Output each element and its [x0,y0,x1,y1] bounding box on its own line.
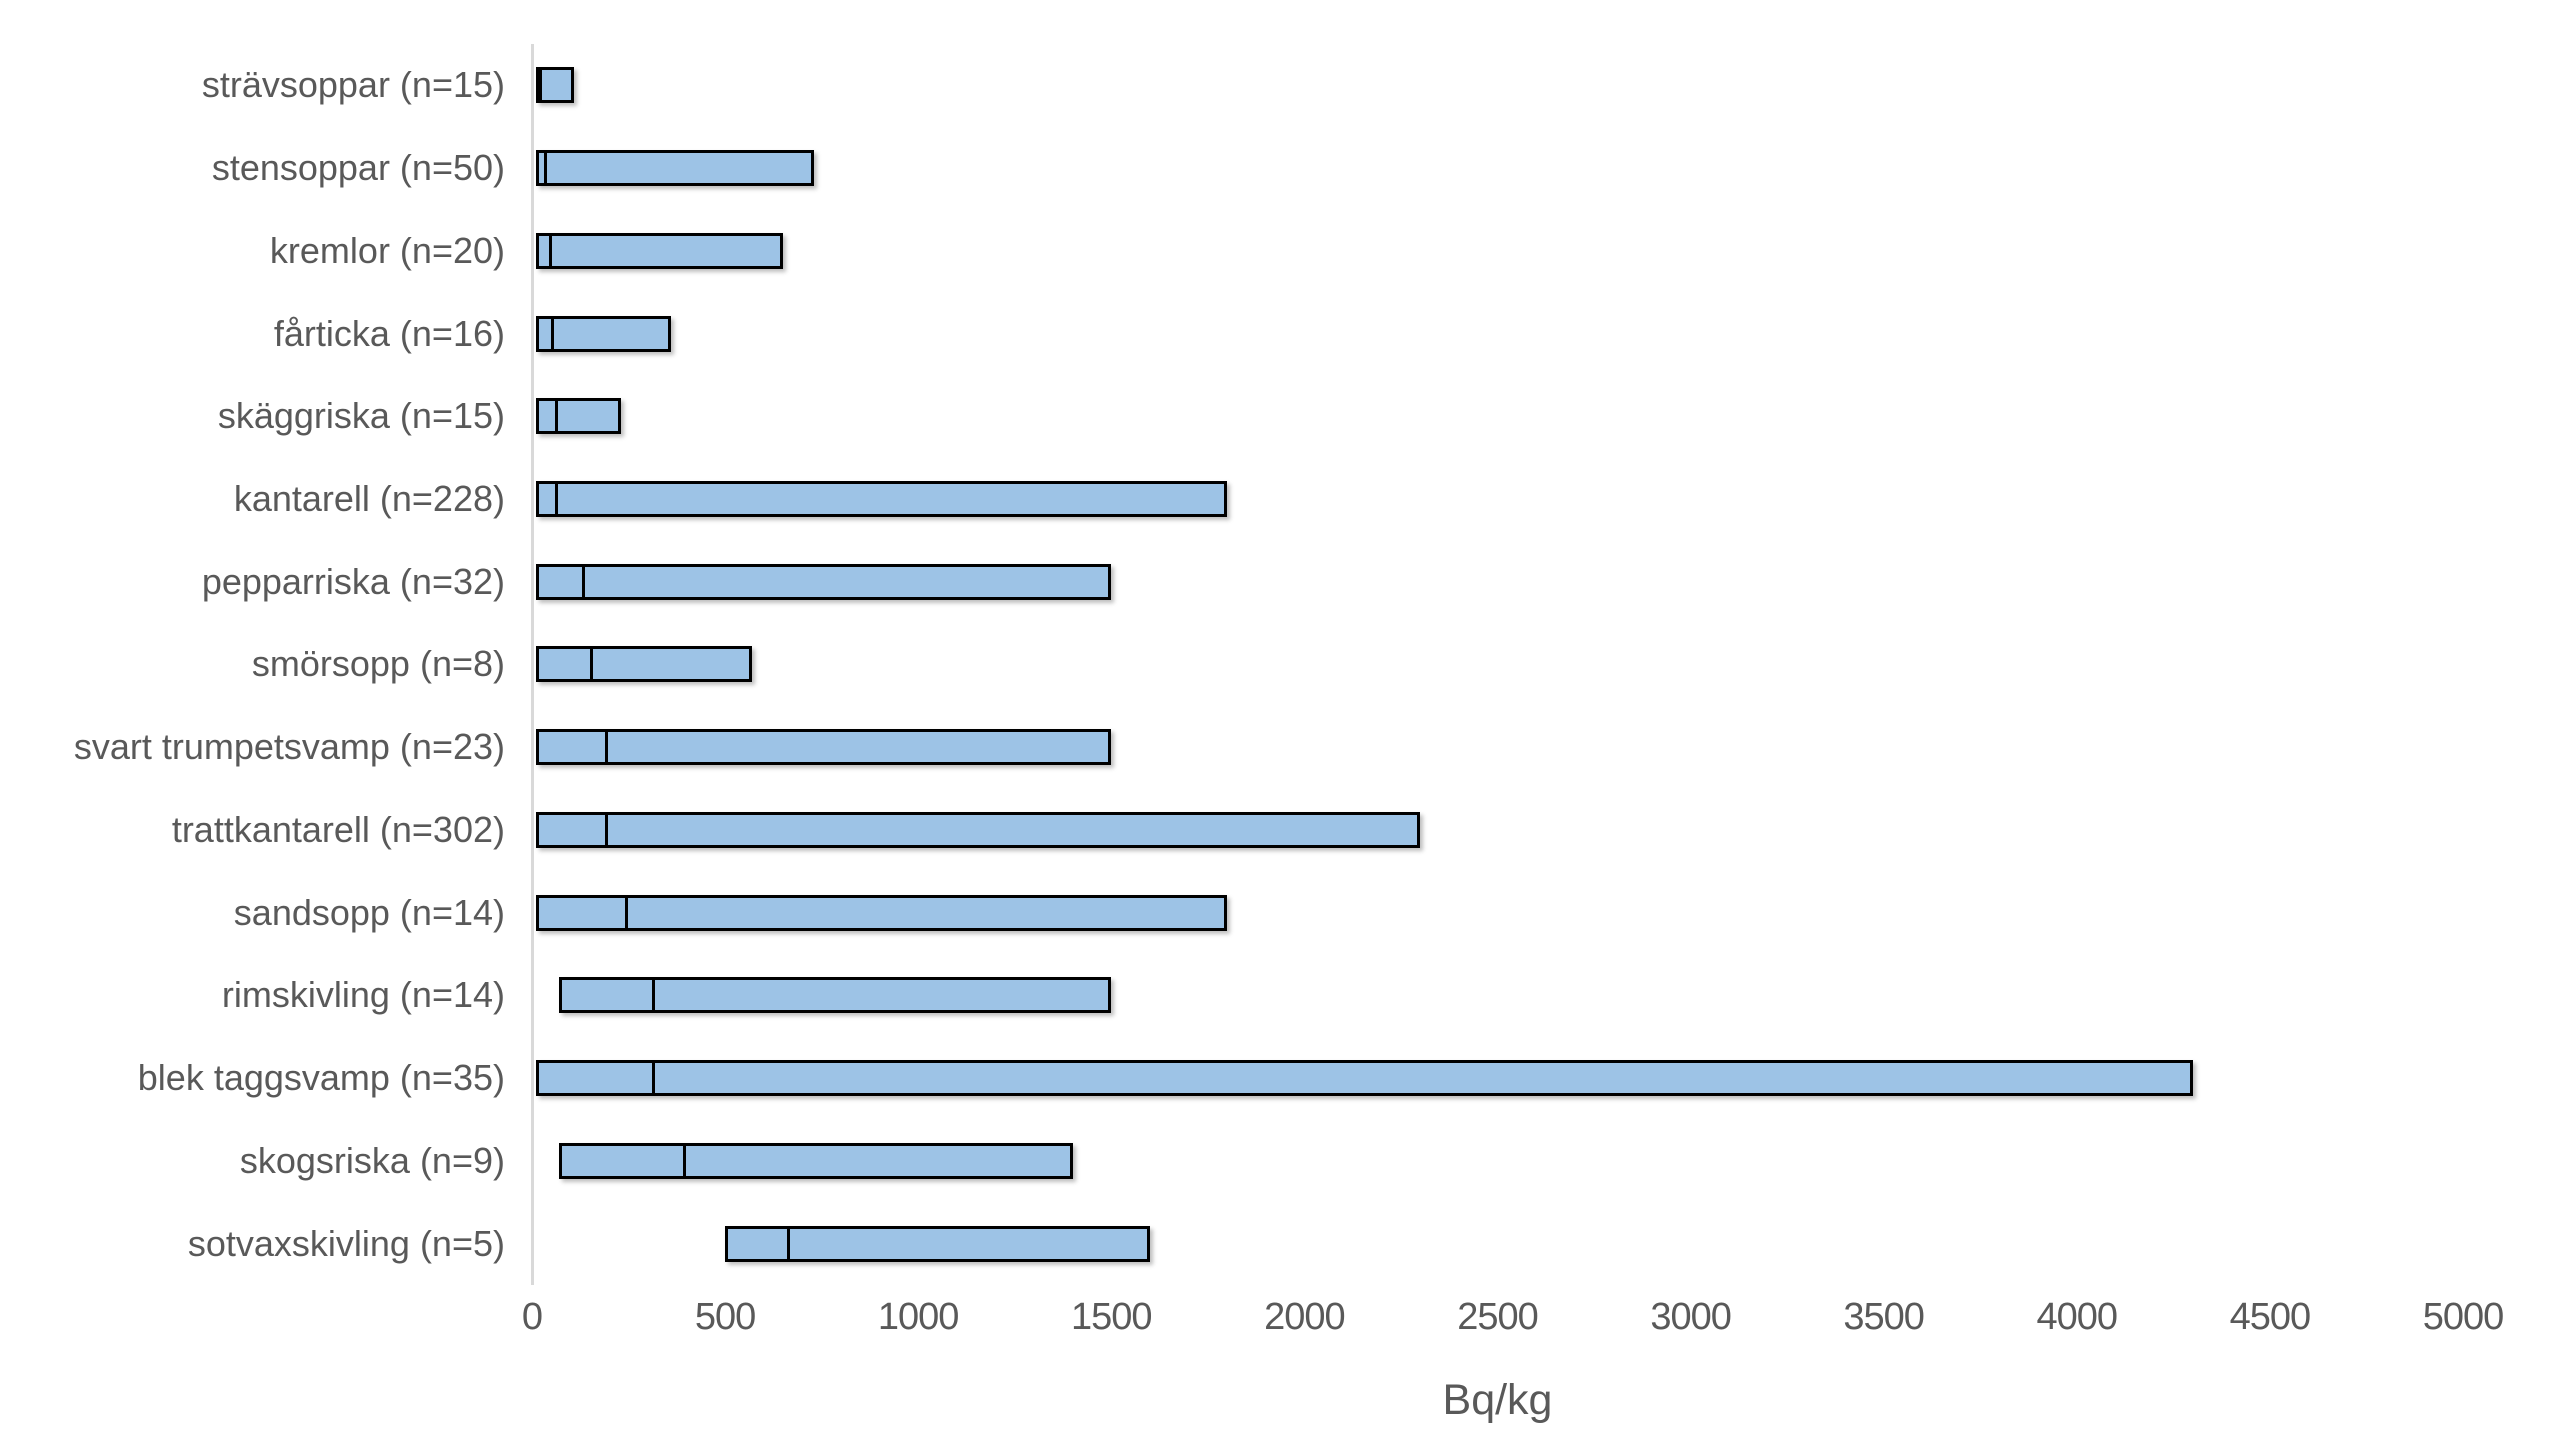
range-bar [535,563,1112,600]
category-label: trattkantarell (n=302) [171,808,505,850]
category-label: stensoppar (n=50) [211,147,505,189]
x-tick-label: 5000 [2422,1296,2505,1338]
category-label: smörsopp (n=8) [251,643,505,685]
x-tick-label: 3000 [1650,1296,1732,1338]
plot-area [532,44,2463,1285]
median-line [682,1145,686,1176]
category-label: skäggriska (n=15) [217,395,505,437]
median-line [624,897,628,928]
median-line [549,235,553,266]
range-bar [535,729,1112,766]
category-label: sandsopp (n=14) [233,891,505,933]
median-line [605,732,609,763]
x-tick-label: 1000 [877,1296,960,1338]
median-line [538,70,542,101]
category-label: skogsriska (n=9) [239,1139,505,1181]
category-label: svart trumpetsvamp (n=23) [73,726,505,768]
category-label: sotvaxskivling (n=5) [187,1222,505,1264]
y-axis-line [530,44,534,1285]
x-tick-label: 2000 [1264,1296,1346,1338]
x-tick-label: 4000 [2036,1296,2119,1338]
median-line [582,566,586,597]
range-bar [535,811,1421,848]
range-bar [725,1225,1150,1262]
x-axis-title: Bq/kg [1442,1376,1553,1424]
category-label: blek taggsvamp (n=35) [137,1057,505,1099]
range-bar [559,1142,1073,1179]
median-line [589,649,593,680]
median-line [786,1228,790,1259]
category-label: rimskivling (n=14) [221,974,505,1016]
median-line [555,484,559,514]
range-bar [535,646,753,683]
range-bar [535,398,621,435]
range-bar [535,150,814,187]
category-label: fårticka (n=16) [273,312,505,354]
category-label: pepparriska (n=32) [201,560,505,602]
range-bar [535,315,672,352]
median-line [555,401,559,432]
median-line [605,814,609,845]
range-bar [535,894,1228,931]
category-label: kremlor (n=20) [269,229,505,271]
category-label: strävsoppar (n=15) [201,64,505,106]
x-tick-label: 4500 [2229,1296,2312,1338]
median-line [651,980,655,1011]
range-bar [559,977,1112,1014]
range-bar [535,67,575,104]
median-line [543,153,547,184]
range-bar [535,232,784,269]
x-tick-label: 3500 [1843,1296,1925,1338]
median-line [551,318,555,349]
median-line [651,1063,655,1094]
x-tick-label: 0 [521,1296,543,1338]
x-tick-label: 500 [694,1296,756,1338]
category-label: kantarell (n=228) [233,478,505,519]
range-bar [535,1060,2193,1097]
range-bar [535,481,1228,517]
x-tick-label: 2500 [1457,1296,1539,1338]
x-tick-label: 1500 [1071,1296,1153,1338]
